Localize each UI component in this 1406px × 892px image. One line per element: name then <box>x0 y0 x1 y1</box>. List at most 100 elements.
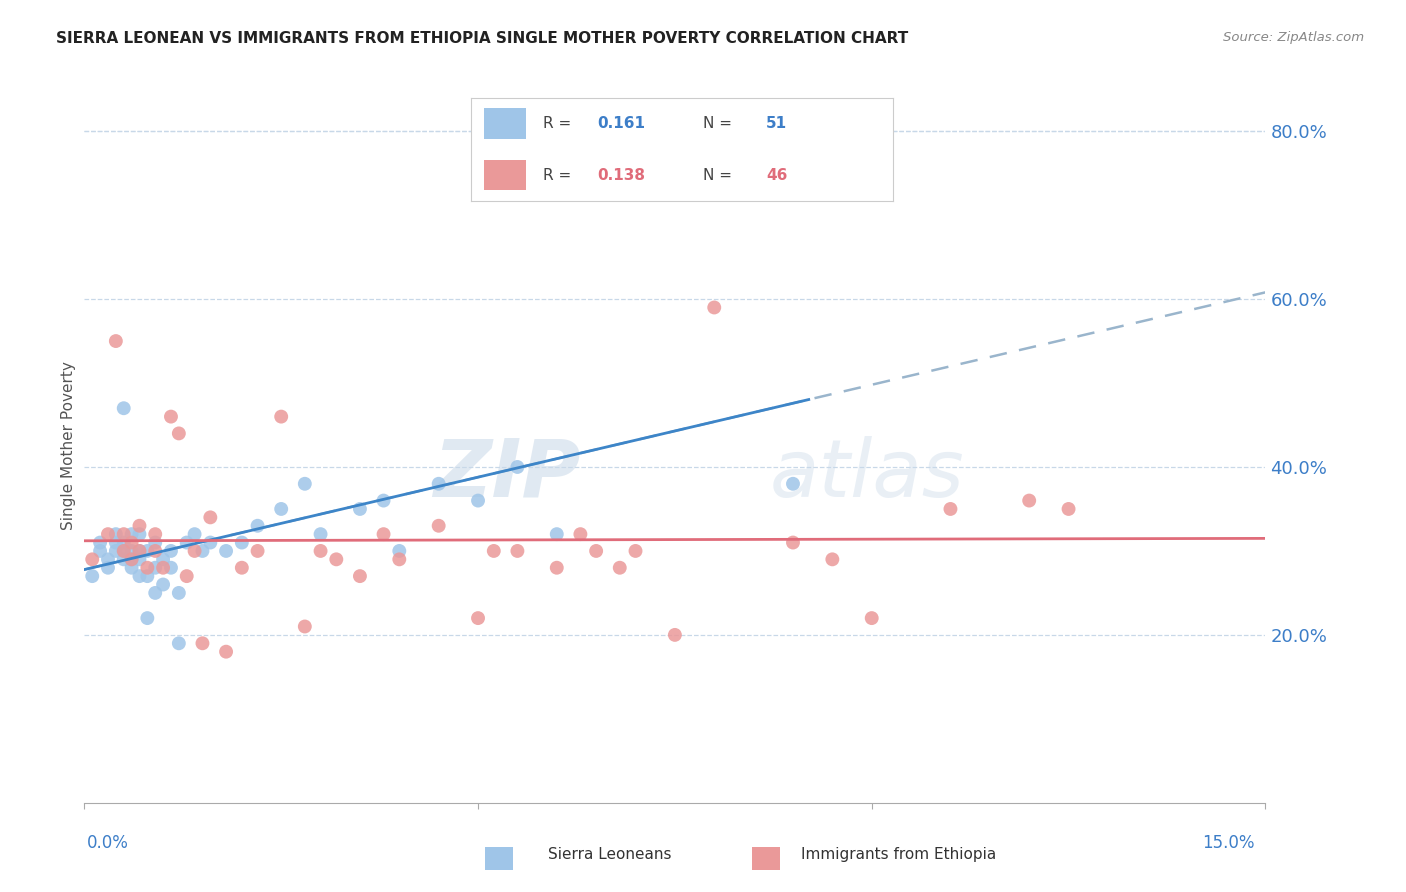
Point <box>270 409 292 424</box>
Point <box>200 535 222 549</box>
Text: N =: N = <box>703 168 737 183</box>
Point <box>191 636 214 650</box>
Point <box>112 552 135 566</box>
Point <box>215 645 238 659</box>
Point <box>121 544 143 558</box>
Point <box>703 301 725 315</box>
Point <box>143 535 166 549</box>
Point <box>112 535 135 549</box>
Point <box>427 476 450 491</box>
Point <box>200 510 222 524</box>
Point <box>128 518 150 533</box>
Point <box>388 552 411 566</box>
Point <box>183 544 205 558</box>
Point <box>427 518 450 533</box>
Point <box>482 544 505 558</box>
Point <box>585 544 607 558</box>
Point <box>467 611 489 625</box>
Text: ZIP: ZIP <box>433 435 581 514</box>
Point <box>136 544 159 558</box>
Point <box>176 535 198 549</box>
Point <box>309 527 332 541</box>
Text: SIERRA LEONEAN VS IMMIGRANTS FROM ETHIOPIA SINGLE MOTHER POVERTY CORRELATION CHA: SIERRA LEONEAN VS IMMIGRANTS FROM ETHIOP… <box>56 31 908 46</box>
Text: 0.161: 0.161 <box>598 116 645 131</box>
Point <box>1018 493 1040 508</box>
Text: Immigrants from Ethiopia: Immigrants from Ethiopia <box>801 847 997 862</box>
Point <box>373 527 395 541</box>
Point <box>136 611 159 625</box>
Point <box>143 560 166 574</box>
Point <box>664 628 686 642</box>
Point <box>136 569 159 583</box>
Point <box>89 535 111 549</box>
Point <box>231 535 253 549</box>
Point <box>104 544 127 558</box>
Point <box>121 527 143 541</box>
Point <box>246 544 269 558</box>
Point <box>143 586 166 600</box>
Point <box>373 493 395 508</box>
Point <box>128 527 150 541</box>
Point <box>294 619 316 633</box>
Point <box>546 560 568 574</box>
Text: 0.0%: 0.0% <box>87 834 129 852</box>
Point <box>152 552 174 566</box>
Point <box>609 560 631 574</box>
Point <box>167 636 190 650</box>
Point <box>506 460 529 475</box>
Y-axis label: Single Mother Poverty: Single Mother Poverty <box>60 361 76 531</box>
Point <box>160 560 183 574</box>
Point <box>97 527 120 541</box>
Point <box>349 502 371 516</box>
Text: R =: R = <box>543 116 576 131</box>
Point <box>136 560 159 574</box>
Point <box>183 527 205 541</box>
Text: 0.138: 0.138 <box>598 168 645 183</box>
Point <box>97 552 120 566</box>
Bar <box>484 160 526 190</box>
Text: Sierra Leoneans: Sierra Leoneans <box>548 847 672 862</box>
Point <box>624 544 647 558</box>
Point <box>112 544 135 558</box>
Point <box>112 527 135 541</box>
Point <box>152 577 174 591</box>
Point <box>128 569 150 583</box>
Point <box>546 527 568 541</box>
Text: Source: ZipAtlas.com: Source: ZipAtlas.com <box>1223 31 1364 45</box>
Point <box>97 560 120 574</box>
Point <box>82 552 104 566</box>
Point <box>112 544 135 558</box>
Point <box>176 569 198 583</box>
Point <box>160 544 183 558</box>
Point <box>82 569 104 583</box>
Point <box>121 552 143 566</box>
Point <box>939 502 962 516</box>
Point <box>128 544 150 558</box>
Point <box>143 544 166 558</box>
Point <box>121 535 143 549</box>
Point <box>506 544 529 558</box>
Point <box>246 518 269 533</box>
Text: 15.0%: 15.0% <box>1202 834 1254 852</box>
Point <box>349 569 371 583</box>
Point <box>89 544 111 558</box>
Text: 51: 51 <box>766 116 787 131</box>
Point <box>128 552 150 566</box>
Point <box>821 552 844 566</box>
Point <box>1057 502 1080 516</box>
Text: 46: 46 <box>766 168 787 183</box>
Point <box>167 586 190 600</box>
Point <box>104 535 127 549</box>
Point <box>152 560 174 574</box>
Text: R =: R = <box>543 168 576 183</box>
Point <box>388 544 411 558</box>
Point <box>231 560 253 574</box>
Point <box>585 183 607 197</box>
Point <box>104 527 127 541</box>
Point <box>294 476 316 491</box>
Point <box>270 502 292 516</box>
Text: N =: N = <box>703 116 737 131</box>
Point <box>128 544 150 558</box>
Point <box>215 544 238 558</box>
Text: atlas: atlas <box>769 435 965 514</box>
